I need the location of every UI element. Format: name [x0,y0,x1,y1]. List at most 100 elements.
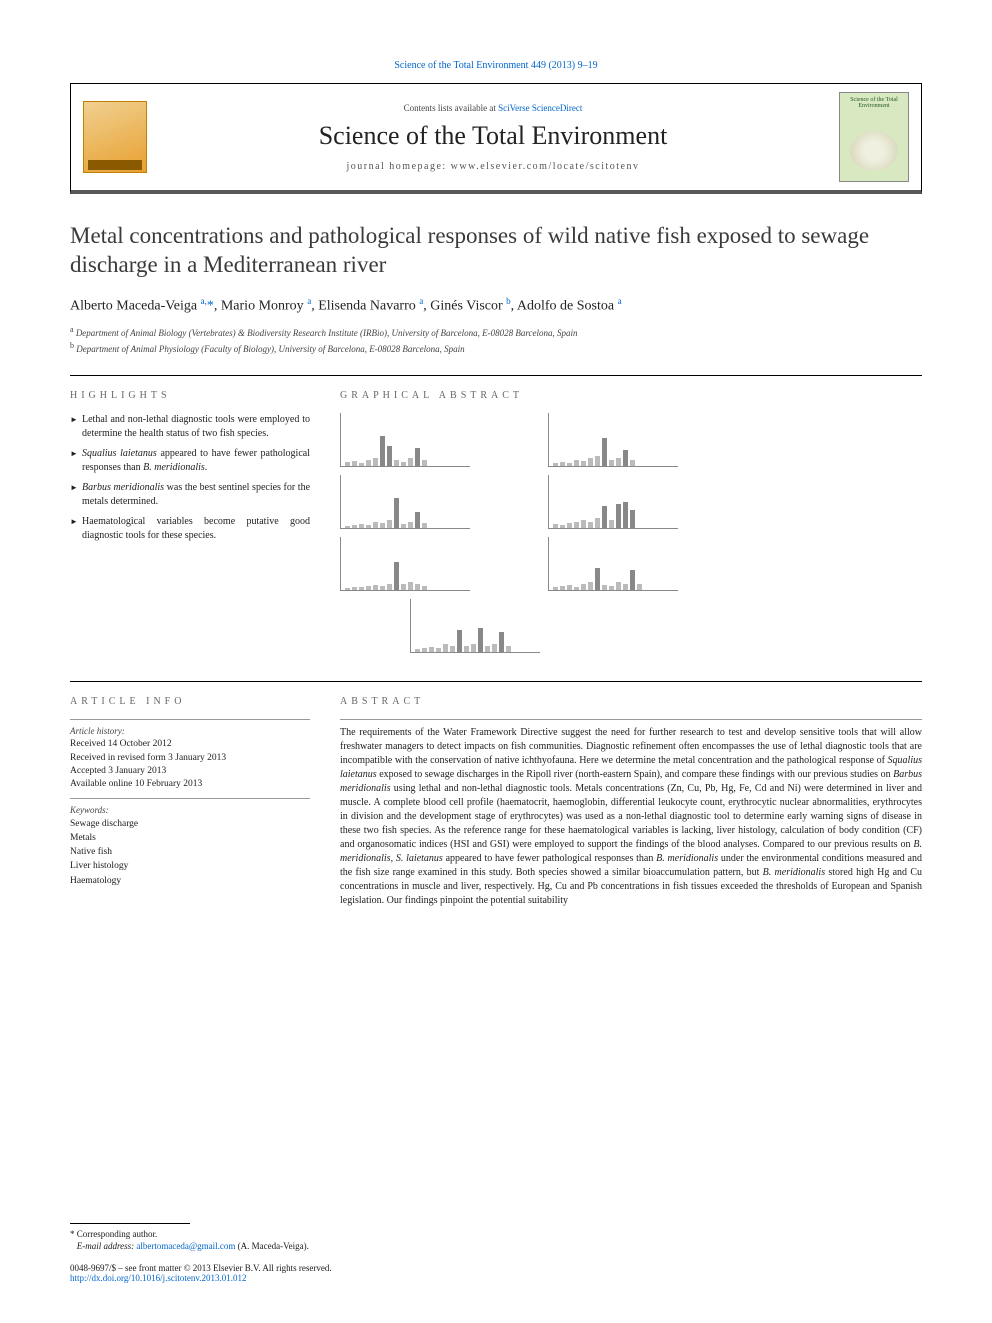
journal-name: Science of the Total Environment [147,121,839,151]
chart-bar [464,646,469,652]
divider [70,719,310,720]
chart-bar [373,522,378,528]
chart-bar [588,458,593,466]
chart-bar [352,461,357,466]
chart-bar [471,644,476,652]
mini-chart [548,475,678,529]
chart-bar [506,646,511,652]
chart-bar [623,502,628,528]
chart-bar [345,462,350,466]
elsevier-logo-icon [83,101,147,173]
chart-bar [380,523,385,528]
mini-chart [410,599,540,653]
journal-header: Contents lists available at SciVerse Sci… [70,83,922,194]
chart-bar [602,506,607,528]
graphical-label: GRAPHICAL ABSTRACT [340,390,922,401]
journal-homepage[interactable]: journal homepage: www.elsevier.com/locat… [147,161,839,172]
divider [70,1223,190,1224]
chart-bar [637,584,642,590]
abstract-text: The requirements of the Water Framework … [340,726,922,908]
chart-bar [553,587,558,590]
chart-bar [422,523,427,528]
chart-bar [450,646,455,652]
email-label: E-mail address: [77,1241,134,1251]
keyword: Metals [70,831,310,845]
keyword: Native fish [70,845,310,859]
sciverse-link[interactable]: SciVerse ScienceDirect [498,103,582,113]
highlights-list: Lethal and non-lethal diagnostic tools w… [70,413,310,543]
chart-bar [394,562,399,590]
corresponding-author: * Corresponding author. E-mail address: … [70,1228,922,1253]
authors-line: Alberto Maceda-Veiga a,*, Mario Monroy a… [70,296,922,315]
chart-bar [595,518,600,528]
chart-bar [609,460,614,466]
abstract-col: ABSTRACT The requirements of the Water F… [340,696,922,908]
citation-link[interactable]: Science of the Total Environment 449 (20… [70,60,922,71]
history-line: Received in revised form 3 January 2013 [70,752,310,765]
chart-bar [581,584,586,590]
mini-chart [548,537,678,591]
chart-bar [630,510,635,528]
chart-bar [588,522,593,528]
chart-bar [616,504,621,528]
chart-bar [394,498,399,528]
chart-bar [581,520,586,528]
header-center: Contents lists available at SciVerse Sci… [147,103,839,172]
journal-cover-icon: Science of the Total Environment [839,92,909,182]
chart-bar [574,460,579,466]
chart-bar [457,630,462,652]
chart-bar [394,460,399,466]
chart-bar [352,525,357,528]
chart-bar [581,461,586,466]
contents-available: Contents lists available at SciVerse Sci… [147,103,839,113]
divider [70,798,310,799]
chart-bar [352,587,357,590]
keywords-list: Sewage dischargeMetalsNative fishLiver h… [70,817,310,888]
divider [70,681,922,682]
email-paren: (A. Maceda-Veiga). [238,1241,309,1251]
issn-line: 0048-9697/$ – see front matter © 2013 El… [70,1263,922,1273]
corr-label: Corresponding author. [77,1229,158,1239]
chart-bar [387,520,392,528]
highlights-graphical-row: HIGHLIGHTS Lethal and non-lethal diagnos… [70,390,922,653]
chart-bar [616,582,621,590]
chart-bar [422,460,427,466]
chart-bar [359,524,364,528]
chart-bar [408,458,413,466]
chart-bar [595,456,600,466]
chart-bar [588,582,593,590]
chart-bar [415,448,420,466]
chart-bar [602,585,607,590]
chart-bar [567,463,572,466]
star-icon: * [70,1229,75,1239]
keyword: Haematology [70,874,310,888]
chart-bar [345,526,350,528]
chart-bar [422,586,427,590]
history-text: Received 14 October 2012Received in revi… [70,738,310,791]
chart-bar [373,458,378,466]
graphical-abstract [340,413,620,653]
chart-bar [560,586,565,590]
highlights-col: HIGHLIGHTS Lethal and non-lethal diagnos… [70,390,310,653]
mini-chart [548,413,678,467]
chart-bar [366,525,371,528]
chart-bar [436,648,441,652]
chart-bar [387,584,392,590]
chart-bar [595,568,600,590]
chart-bar [408,582,413,590]
doi-link[interactable]: http://dx.doi.org/10.1016/j.scitotenv.20… [70,1273,922,1283]
email-link[interactable]: albertomaceda@gmail.com [136,1241,235,1251]
chart-bar [478,628,483,652]
chart-bar [560,525,565,528]
chart-bar [408,522,413,528]
chart-bar [630,570,635,590]
abstract-label: ABSTRACT [340,696,922,707]
chart-bar [345,588,350,590]
chart-bar [630,460,635,466]
keyword: Sewage discharge [70,817,310,831]
chart-bar [401,584,406,590]
chart-bar [401,524,406,528]
chart-bar [373,585,378,590]
chart-bar [567,585,572,590]
chart-bar [499,632,504,652]
